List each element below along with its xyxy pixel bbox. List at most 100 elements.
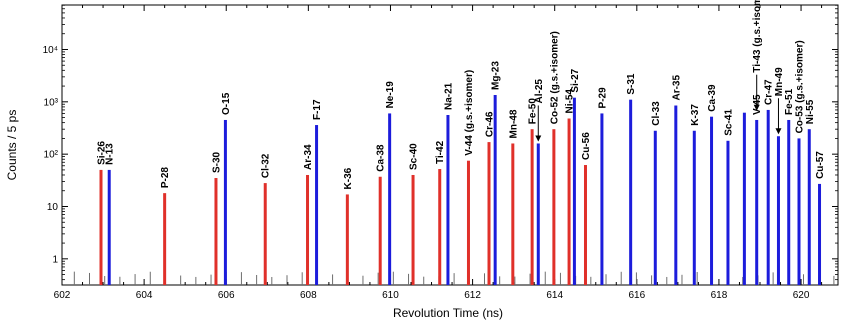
peak-bar xyxy=(306,174,310,285)
x-tick-label: 604 xyxy=(136,290,153,301)
peak-label: K-37 xyxy=(690,104,701,126)
peak-bar xyxy=(315,125,319,286)
y-tick-label: 10³ xyxy=(44,97,59,108)
peak-label: Mn-49 xyxy=(774,67,785,96)
peak-bar xyxy=(583,165,587,285)
peak-label: Co-53 (g.s.+isomer) xyxy=(794,40,805,133)
peak-bar xyxy=(263,183,267,285)
plot-area: 602 604 606 608 610 612 614 616 618 620 1 10 10² 10³ 1… xyxy=(43,0,839,301)
peak-label: Cr-47 xyxy=(764,79,775,105)
peak-label: Cr-46 xyxy=(485,111,496,137)
peak-bar xyxy=(807,129,811,285)
x-tick-label: 612 xyxy=(464,290,481,301)
peak-label: Fe-50 xyxy=(528,98,539,125)
x-tick-label: 618 xyxy=(711,290,728,301)
peak-bar xyxy=(536,143,540,285)
peak-bar xyxy=(755,119,759,286)
x-axis-title: Revolution Time (ns) xyxy=(393,306,503,320)
peak-bar xyxy=(552,129,556,285)
peak-label: Na-21 xyxy=(443,82,454,110)
peak-label: K-36 xyxy=(343,167,354,189)
peak-bar xyxy=(411,174,415,285)
peak-bar xyxy=(511,143,515,285)
x-tick-label: 602 xyxy=(54,290,71,301)
peak-bar xyxy=(674,105,678,286)
peak-bar xyxy=(572,97,576,285)
peak-label: Si-26 xyxy=(97,141,108,165)
peak-label: Sc-40 xyxy=(409,143,420,170)
peak-bar xyxy=(107,169,111,285)
x-tick-label: 606 xyxy=(218,290,235,301)
peak-label: Mg-23 xyxy=(491,61,502,90)
y-tick-label: 1 xyxy=(52,254,58,265)
peak-label: P-28 xyxy=(160,167,171,189)
peak-label: Ca-38 xyxy=(376,144,387,172)
annotation-arrowhead xyxy=(753,104,760,111)
peak-bar xyxy=(797,138,801,285)
peak-label: Al-25 xyxy=(534,79,545,104)
peak-bar xyxy=(493,95,497,285)
peak-label: V-45 xyxy=(752,94,763,115)
peak-bar xyxy=(223,119,227,286)
x-tick-label: 614 xyxy=(546,290,563,301)
peak-label: Cl-32 xyxy=(261,153,272,178)
peak-bar xyxy=(653,130,657,285)
peak-label: S-31 xyxy=(626,73,637,95)
peak-label: Ti-43 (g.s.+isomer) xyxy=(752,0,763,73)
peak-bar xyxy=(766,109,770,286)
peak-bar xyxy=(466,160,470,285)
peak-bar xyxy=(388,113,392,286)
peak-label: Ni-54 xyxy=(565,89,576,114)
peak-label: Mn-48 xyxy=(508,109,519,138)
peak-bar xyxy=(776,136,780,285)
peak-label: Ni-55 xyxy=(805,99,816,124)
peak-label: Ne-19 xyxy=(385,81,396,109)
peak-bar xyxy=(629,99,633,285)
x-tick-label: 620 xyxy=(793,290,810,301)
peak-bar xyxy=(818,183,822,285)
peak-bar xyxy=(438,169,442,285)
x-tick-label: 616 xyxy=(628,290,645,301)
peak-label: O-15 xyxy=(221,92,232,115)
peak-label: Cu-57 xyxy=(815,151,826,179)
peak-label: F-17 xyxy=(312,99,323,120)
peak-label: N-13 xyxy=(105,143,116,165)
peak-bar xyxy=(99,169,103,285)
peak-label: Sc-41 xyxy=(723,109,734,136)
peak-bar xyxy=(446,115,450,285)
peak-bar xyxy=(726,140,730,285)
y-tick-label: 10 xyxy=(47,202,59,213)
peak-label: Si-27 xyxy=(570,68,581,92)
plot-frame xyxy=(61,4,839,286)
peak-bar xyxy=(710,116,714,285)
peak-label: Ca-39 xyxy=(707,84,718,112)
peak-label: S-30 xyxy=(211,151,222,173)
peak-label: Ar-35 xyxy=(671,75,682,101)
peak-label: Fe-51 xyxy=(784,88,795,115)
annotation-arrowhead xyxy=(775,128,782,135)
peak-label: Cu-56 xyxy=(581,132,592,160)
peak-bar xyxy=(214,178,218,285)
annotation-arrowhead xyxy=(535,135,542,142)
peak-bar xyxy=(487,142,491,285)
peak-label: V-44 (g.s.+isomer) xyxy=(464,70,475,156)
y-tick-label: 10⁴ xyxy=(43,45,58,56)
peak-label: Cl-33 xyxy=(651,101,662,126)
peak-label: Co-52 (g.s.+isomer) xyxy=(549,31,560,124)
x-tick-label: 608 xyxy=(300,290,317,301)
peak-label: P-29 xyxy=(597,87,608,109)
peak-bar xyxy=(530,129,534,285)
y-tick-label: 10² xyxy=(44,150,59,161)
peak-bar xyxy=(600,113,604,286)
peak-bar xyxy=(567,118,571,286)
peak-bar xyxy=(742,112,746,285)
x-tick-label: 610 xyxy=(382,290,399,301)
peak-label: Ti-42 xyxy=(435,140,446,164)
peak-bar xyxy=(378,176,382,285)
y-axis-title: Counts / 5 ps xyxy=(5,110,19,181)
peak-bar xyxy=(163,193,167,285)
peak-label: Ar-34 xyxy=(303,144,314,170)
peak-bar xyxy=(345,194,349,285)
peak-bar xyxy=(692,130,696,285)
